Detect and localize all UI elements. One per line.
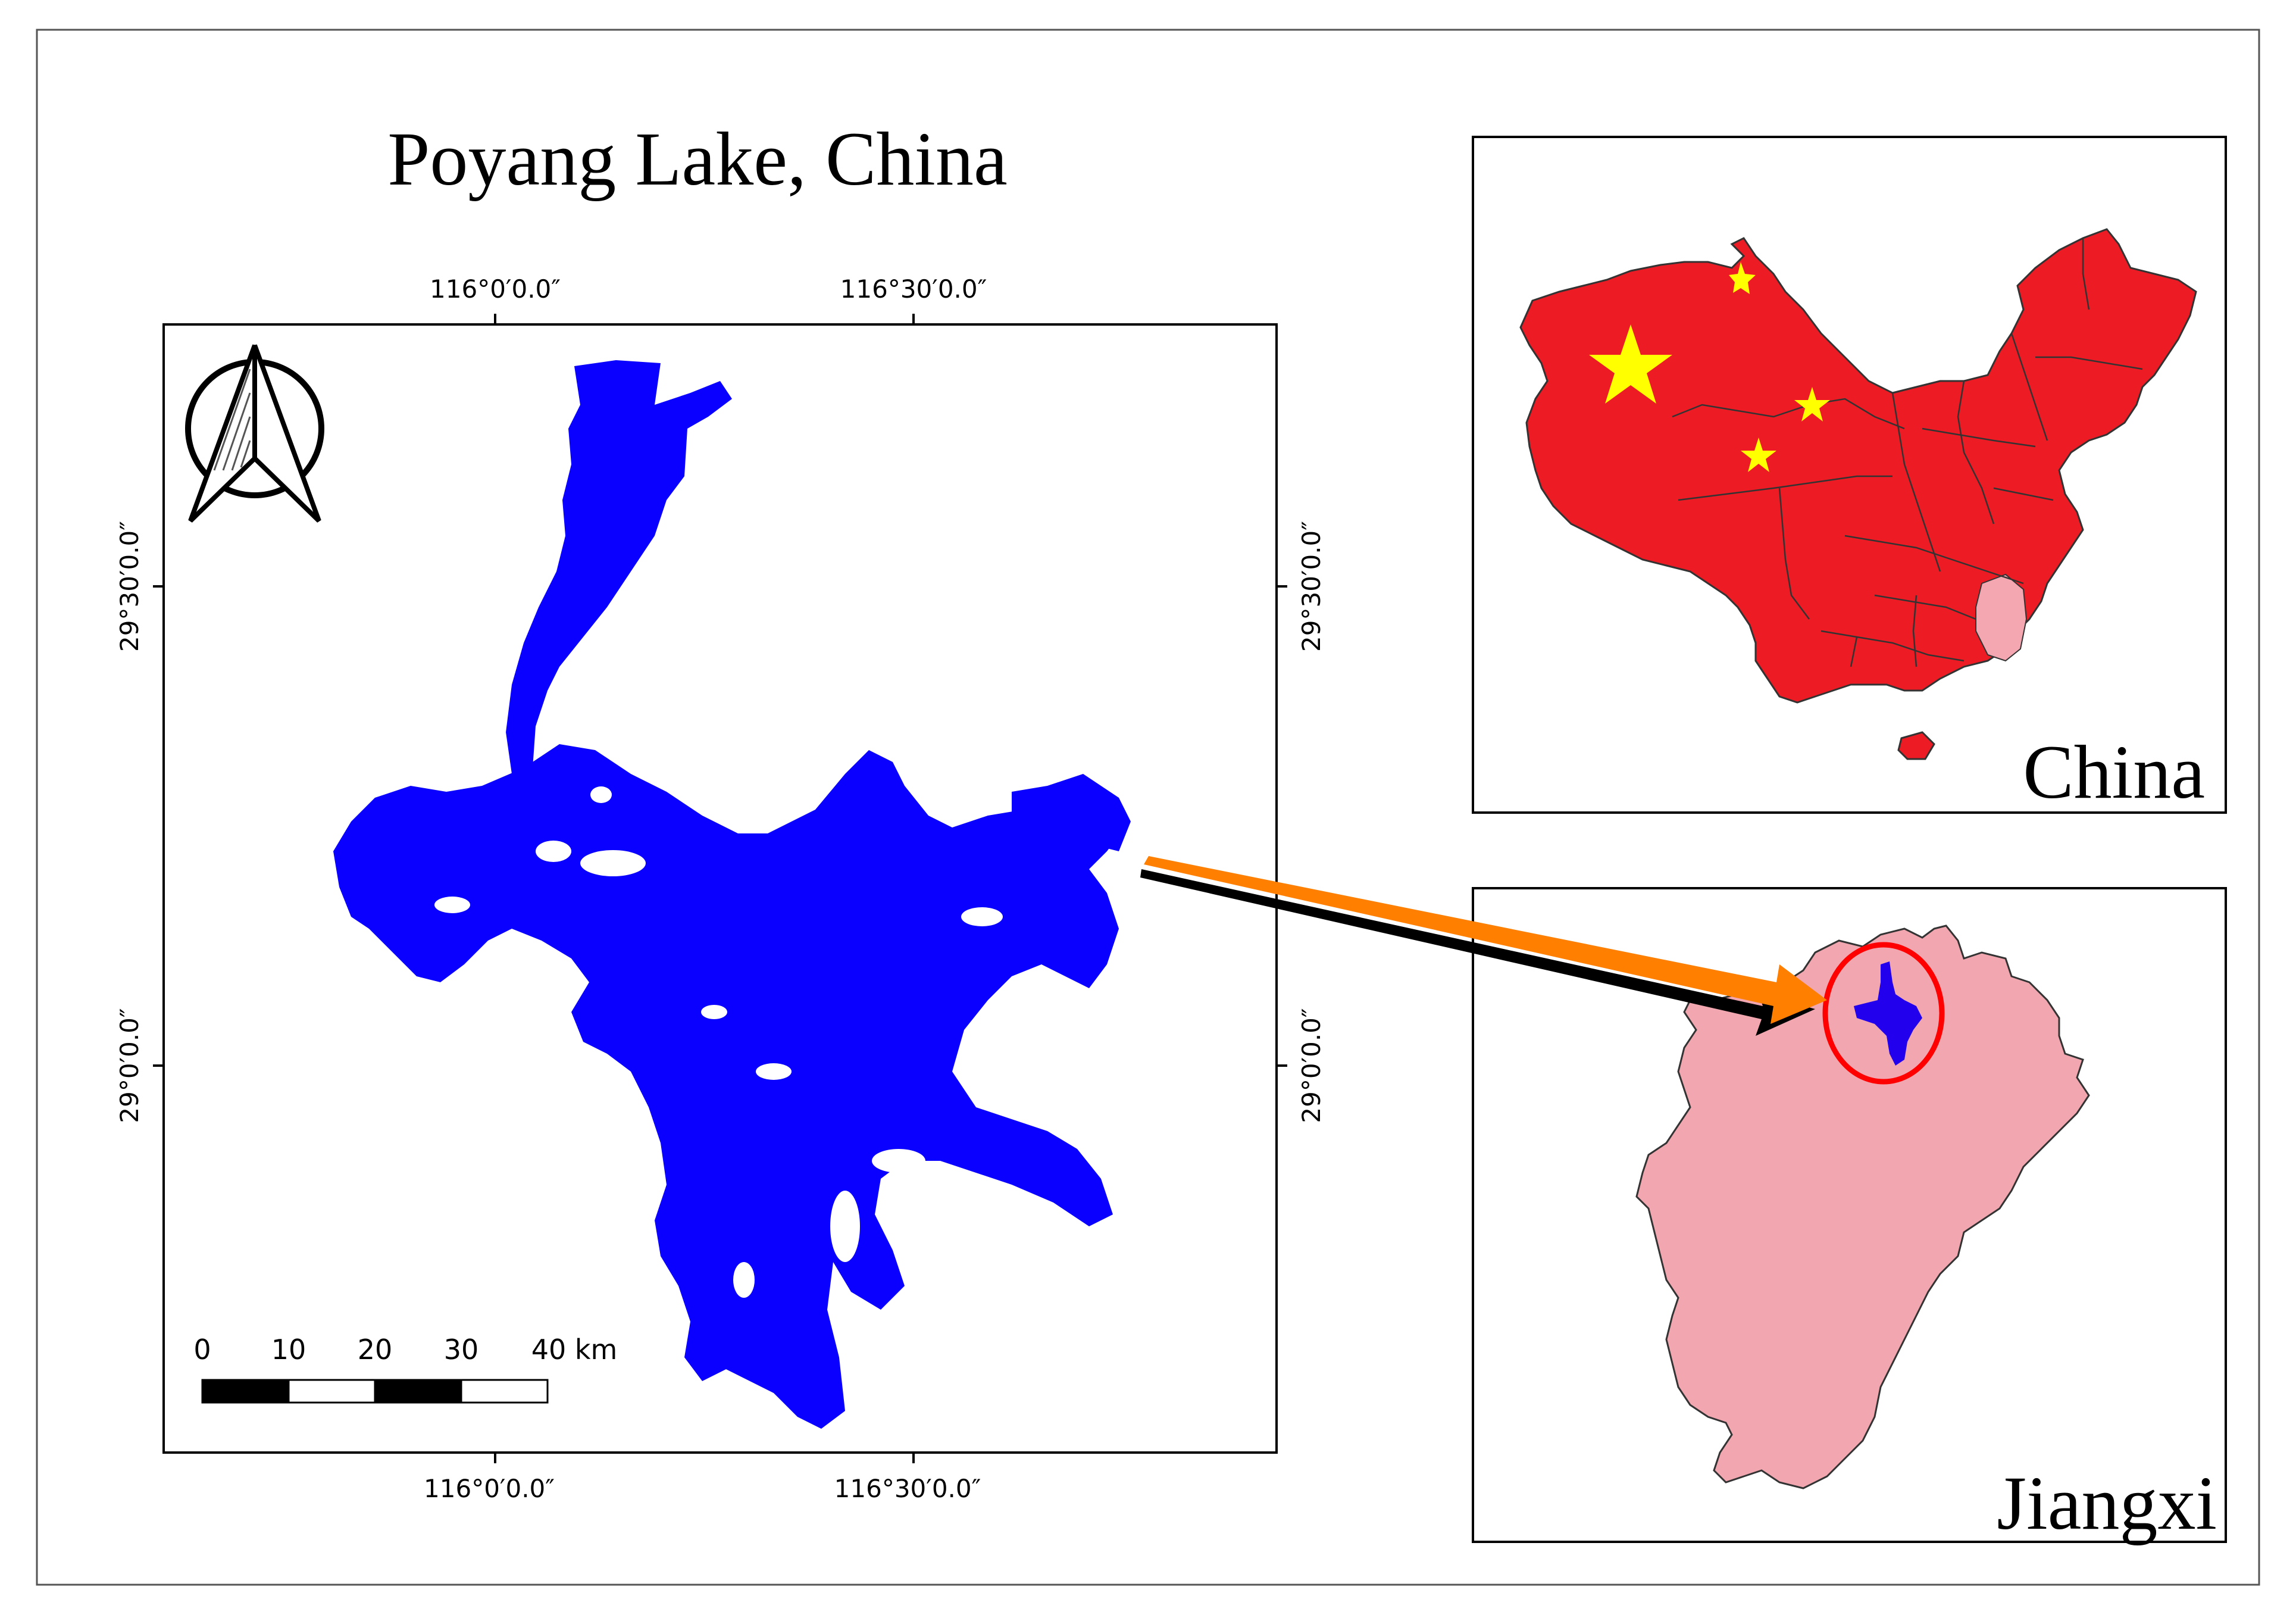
lon-label-top-2: 116°30′0.0″ [840,274,987,304]
island [590,786,612,803]
china-inset: China [1472,136,2227,814]
island [701,1005,727,1019]
north-arrow-icon [185,344,324,523]
lat-label-right-2: 29°0′0.0″ [1297,1008,1326,1123]
lake-main-body [333,744,1125,1429]
orange-arrow [1144,856,1827,1024]
scale-tick-label: 20 [358,1333,393,1366]
lon-label-top-1: 116°0′0.0″ [430,274,561,304]
coordinate-ticks [153,314,1287,1463]
island [830,1191,860,1262]
lon-label-bottom-1: 116°0′0.0″ [424,1474,555,1503]
connector-arrows [1140,856,1827,1036]
hainan-island [1897,731,1935,760]
scale-tick-label: 30 [444,1333,479,1366]
jiangxi-inset: Jiangxi [1472,887,2227,1545]
island [961,907,1003,926]
scale-tick-label: 40 km [531,1333,618,1366]
scale-tick-label: 10 [271,1333,306,1366]
lake-east-arm [1012,774,1131,851]
star-icon [1729,262,1756,294]
poyang-lake-water [333,360,1131,1429]
black-arrow [1140,869,1815,1036]
lake-northern-channel [506,360,732,786]
lake-islands [434,631,1041,1298]
flag-stars [1589,262,1830,472]
lat-label-left-2: 29°0′0.0″ [115,1008,144,1123]
island [434,897,470,913]
island [872,1149,925,1173]
island [631,631,655,679]
scale-bar: 0 10 20 30 40 km [193,1333,618,1404]
island [580,850,646,876]
map-title: Poyang Lake, China [387,117,1008,201]
lat-label-right-1: 29°30′0.0″ [1297,521,1326,652]
province-borders [1672,238,2143,667]
island [733,1262,755,1298]
lat-label-left-1: 29°30′0.0″ [115,521,144,652]
lake-west-fingers [333,827,399,929]
island [536,841,571,862]
jiangxi-outline [1635,925,2090,1489]
island [1006,1099,1041,1116]
lake-southern-delta [667,1179,797,1387]
china-outline [1519,228,2197,704]
star-icon [1589,324,1672,404]
china-inset-label: China [2023,730,2205,814]
island [756,1063,792,1080]
star-icon [1794,387,1830,421]
scale-tick-label: 0 [193,1333,211,1366]
poyang-lake-small [1854,961,1922,1066]
jiangxi-inset-label: Jiangxi [1997,1461,2217,1545]
star-icon [1741,438,1776,472]
highlight-circle [1822,942,1945,1085]
lon-label-bottom-2: 116°30′0.0″ [834,1474,981,1503]
